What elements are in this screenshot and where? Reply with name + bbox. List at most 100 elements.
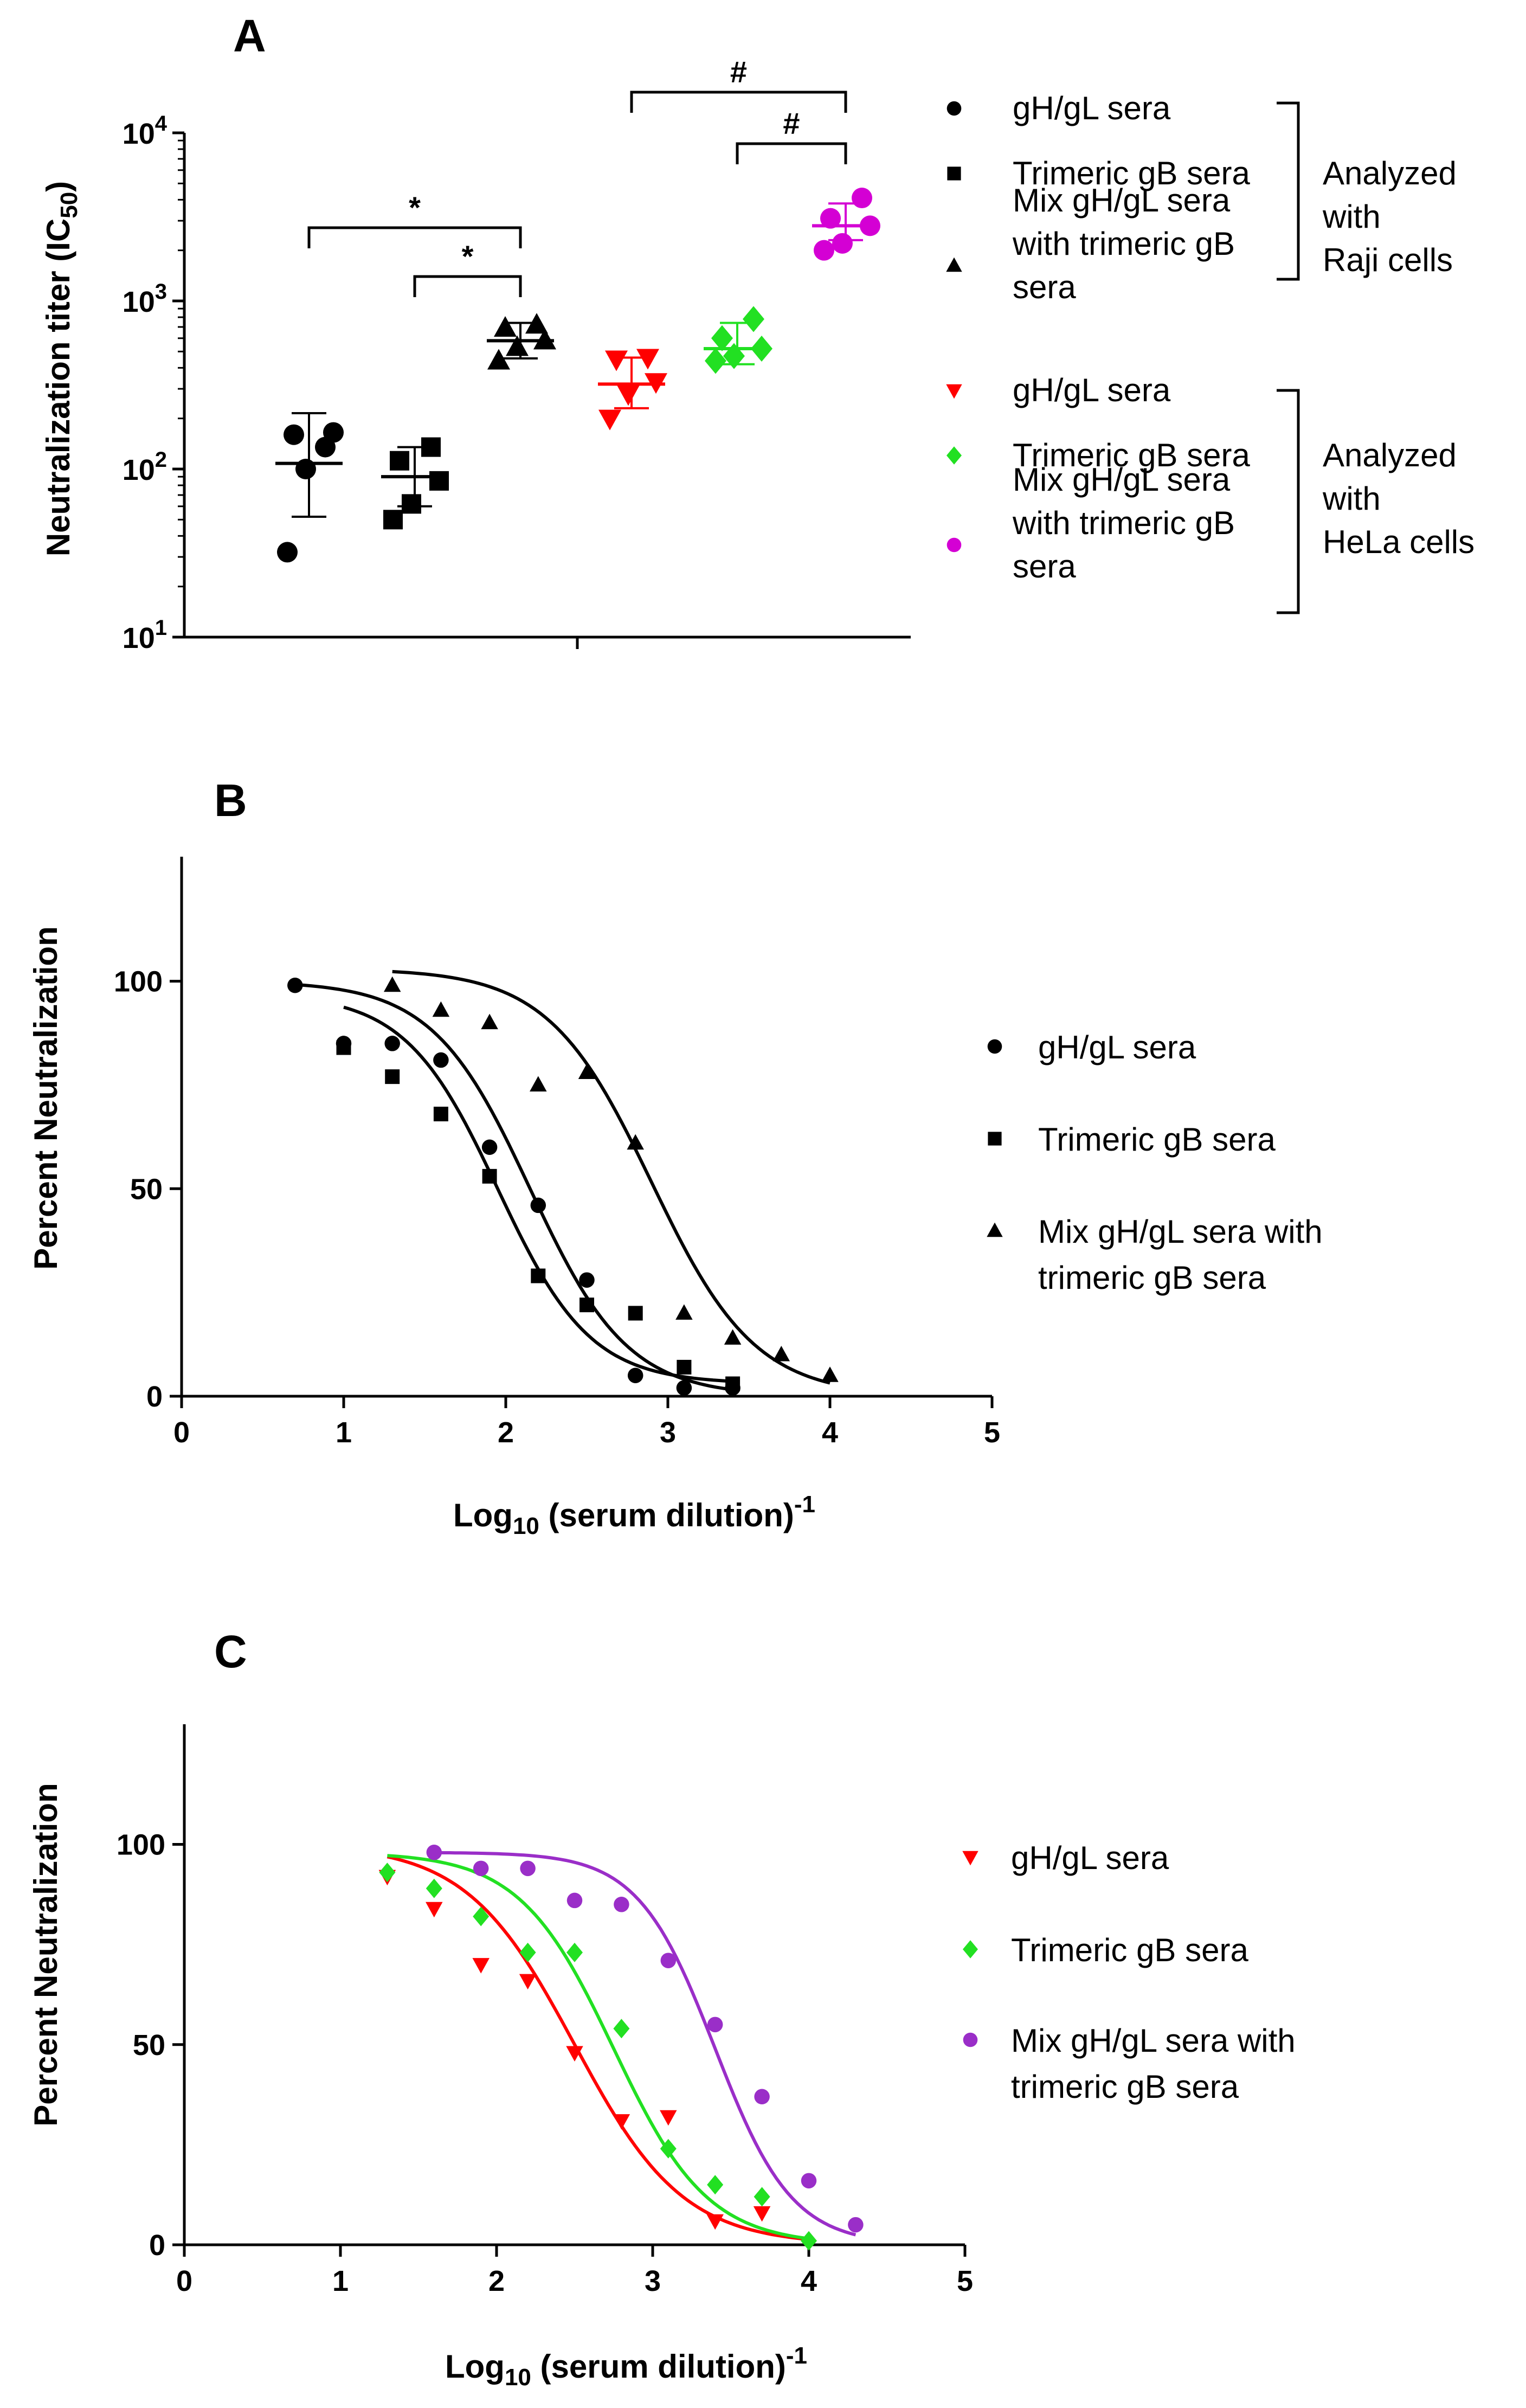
- data-point: [284, 424, 304, 445]
- data-point: [277, 542, 298, 563]
- y-tick-label: 102: [123, 448, 167, 486]
- data-point: [287, 978, 303, 993]
- panel-label-b: B: [214, 775, 247, 826]
- data-point: [579, 1272, 595, 1288]
- bracket-label: Analyzed: [1323, 155, 1457, 191]
- data-point: [566, 2046, 583, 2062]
- data-point: [617, 385, 640, 406]
- legend-marker: [946, 446, 962, 465]
- data-point: [481, 1013, 498, 1030]
- data-point: [520, 1860, 536, 1877]
- x-tick-label: 1: [332, 2265, 349, 2297]
- legend-label: with trimeric gB: [1012, 505, 1235, 541]
- legend-label: trimeric gB sera: [1038, 1260, 1266, 1296]
- data-point: [598, 409, 621, 431]
- data-point: [433, 1052, 449, 1068]
- legend-marker: [987, 1039, 1002, 1054]
- legend-label: Mix gH/gL sera: [1013, 461, 1231, 498]
- legend-label: gH/gL sera: [1013, 90, 1171, 126]
- legend-label: gH/gL sera: [1013, 372, 1171, 408]
- y-tick-label: 0: [149, 2229, 165, 2262]
- legend-marker: [946, 384, 962, 399]
- group-bracket: [1277, 101, 1300, 281]
- data-point: [820, 208, 841, 229]
- fit-curve: [295, 983, 733, 1392]
- data-point: [772, 1345, 790, 1362]
- data-point: [580, 1298, 594, 1313]
- panel-b-xlabel: Log10 (serum dilution)-1: [453, 1491, 815, 1539]
- legend-label: trimeric gB sera: [1011, 2069, 1239, 2105]
- data-point: [724, 1329, 742, 1345]
- y-tick-label: 50: [133, 2029, 165, 2062]
- x-tick-label: 5: [984, 1416, 1000, 1449]
- data-point: [506, 335, 529, 356]
- bracket-label: with: [1322, 480, 1381, 517]
- data-point: [472, 1958, 490, 1974]
- legend-label: Mix gH/gL sera with: [1038, 1213, 1323, 1250]
- x-tick-label: 1: [336, 1416, 352, 1449]
- data-point: [429, 471, 449, 491]
- data-point: [706, 2214, 724, 2230]
- data-point: [494, 316, 517, 337]
- legend-marker: [946, 101, 962, 116]
- significance-label: #: [783, 106, 800, 140]
- x-tick-label: 4: [822, 1416, 838, 1449]
- legend-marker: [963, 1940, 978, 1958]
- legend-marker: [962, 1851, 978, 1866]
- legend-label: sera: [1013, 269, 1076, 305]
- legend-label: Trimeric gB sera: [1038, 1121, 1276, 1158]
- data-point: [852, 188, 872, 209]
- data-point: [566, 1942, 583, 1962]
- x-tick-label: 3: [645, 2265, 661, 2297]
- legend-label: Trimeric gB sera: [1011, 1932, 1248, 1968]
- data-point: [433, 1107, 448, 1122]
- x-tick-label: 3: [660, 1416, 676, 1449]
- data-point: [519, 1942, 536, 1962]
- data-point: [487, 349, 510, 370]
- data-point: [711, 325, 733, 351]
- data-point: [426, 1878, 442, 1898]
- x-tick-label: 0: [176, 2265, 192, 2297]
- significance-label: #: [730, 55, 747, 89]
- legend-label: sera: [1013, 548, 1076, 585]
- data-point: [636, 349, 659, 370]
- data-point: [426, 1845, 442, 1860]
- data-point: [676, 1380, 692, 1396]
- data-point: [390, 451, 409, 471]
- y-tick-label: 50: [130, 1173, 163, 1205]
- panel-label-c: C: [214, 1626, 247, 1677]
- legend-label: gH/gL sera: [1038, 1029, 1196, 1065]
- legend-marker: [946, 257, 962, 272]
- x-tick-label: 5: [957, 2265, 973, 2297]
- data-point: [660, 2110, 677, 2126]
- legend-marker: [963, 2032, 978, 2047]
- data-point: [336, 1040, 351, 1055]
- data-point: [530, 1076, 547, 1091]
- fit-curve: [387, 1854, 809, 2240]
- data-point: [627, 1134, 644, 1150]
- significance-label: *: [409, 190, 421, 224]
- data-point: [530, 1197, 546, 1213]
- data-point: [801, 2231, 817, 2251]
- significance-bracket: [630, 91, 847, 113]
- data-point: [566, 1892, 583, 1909]
- significance-bracket: [307, 226, 522, 248]
- legend-marker: [987, 1222, 1003, 1237]
- data-point: [705, 348, 726, 374]
- data-point: [482, 1168, 497, 1184]
- data-point: [814, 240, 834, 261]
- legend-label: Mix gH/gL sera with: [1011, 2022, 1296, 2059]
- significance-bracket: [736, 142, 847, 164]
- legend-label: with trimeric gB: [1012, 226, 1235, 262]
- fit-curve: [343, 1005, 733, 1383]
- legend-marker: [946, 537, 962, 553]
- data-point: [801, 2173, 817, 2189]
- data-point: [605, 350, 628, 371]
- panel-c-ylabel: Percent Neutralization: [28, 1783, 64, 2127]
- data-point: [707, 2175, 724, 2195]
- data-point: [384, 1036, 400, 1051]
- y-tick-label: 103: [123, 280, 167, 318]
- data-point: [481, 1139, 498, 1155]
